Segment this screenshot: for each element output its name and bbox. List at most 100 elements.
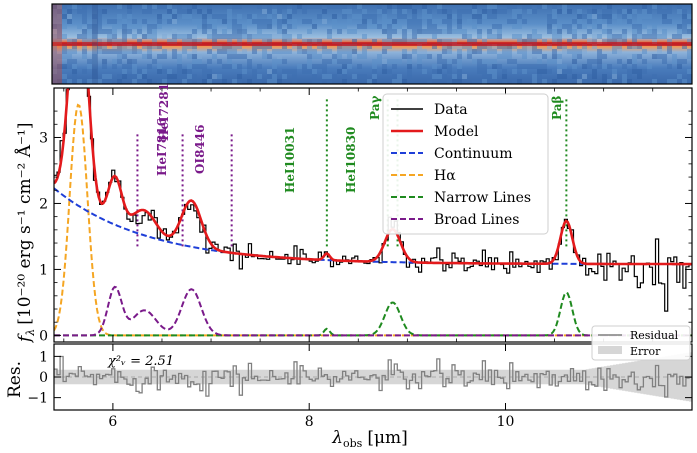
noise-pixel (157, 4, 162, 9)
noise-pixel (282, 39, 287, 44)
noise-pixel (642, 34, 647, 39)
noise-pixel (462, 34, 467, 39)
noise-pixel (202, 69, 207, 74)
noise-pixel (197, 54, 202, 59)
noise-pixel (502, 69, 507, 74)
noise-pixel (382, 59, 387, 64)
noise-pixel (252, 14, 257, 19)
noise-pixel (527, 64, 532, 69)
noise-pixel (532, 44, 537, 49)
noise-pixel (557, 54, 562, 59)
noise-pixel (57, 4, 62, 9)
noise-pixel (57, 79, 62, 84)
noise-pixel (57, 14, 62, 19)
noise-pixel (92, 59, 97, 64)
noise-pixel (362, 74, 367, 79)
y-label-sub: λ (24, 329, 37, 337)
noise-pixel (127, 44, 132, 49)
noise-pixel (567, 9, 572, 14)
noise-pixel (587, 39, 592, 44)
noise-pixel (477, 49, 482, 54)
noise-pixel (102, 44, 107, 49)
noise-pixel (512, 44, 517, 49)
noise-pixel (147, 29, 152, 34)
noise-pixel (72, 79, 77, 84)
noise-pixel (127, 24, 132, 29)
noise-pixel (667, 49, 672, 54)
noise-pixel (392, 4, 397, 9)
noise-pixel (147, 64, 152, 69)
noise-pixel (52, 54, 57, 59)
noise-pixel (237, 29, 242, 34)
noise-pixel (347, 49, 352, 54)
noise-pixel (587, 29, 592, 34)
noise-pixel (207, 19, 212, 24)
noise-pixel (512, 69, 517, 74)
noise-pixel (547, 59, 552, 64)
noise-pixel (92, 29, 97, 34)
noise-pixel (367, 44, 372, 49)
noise-pixel (402, 29, 407, 34)
line-label-pabeta: Paβ (550, 96, 564, 120)
noise-pixel (427, 29, 432, 34)
noise-pixel (462, 44, 467, 49)
noise-pixel (252, 69, 257, 74)
spectrum-2d-panel (51, 3, 693, 85)
noise-pixel (142, 44, 147, 49)
noise-pixel (447, 14, 452, 19)
noise-pixel (497, 34, 502, 39)
noise-pixel (407, 24, 412, 29)
noise-pixel (137, 74, 142, 79)
noise-pixel (347, 79, 352, 84)
noise-pixel (212, 74, 217, 79)
noise-pixel (127, 49, 132, 54)
noise-pixel (682, 14, 687, 19)
noise-pixel (362, 44, 367, 49)
noise-pixel (97, 19, 102, 24)
noise-pixel (672, 54, 677, 59)
noise-pixel (447, 19, 452, 24)
noise-pixel (77, 9, 82, 14)
noise-pixel (317, 44, 322, 49)
noise-pixel (507, 4, 512, 9)
noise-pixel (592, 14, 597, 19)
noise-pixel (382, 44, 387, 49)
noise-pixel (632, 4, 637, 9)
noise-pixel (137, 79, 142, 84)
main-legend: Data Model Continuum Hα Narrow Lines Bro… (382, 93, 549, 235)
noise-pixel (602, 39, 607, 44)
noise-pixel (387, 4, 392, 9)
noise-pixel (437, 39, 442, 44)
noise-pixel (372, 24, 377, 29)
noise-pixel (282, 59, 287, 64)
noise-pixel (397, 74, 402, 79)
noise-pixel (347, 19, 352, 24)
noise-pixel (57, 34, 62, 39)
noise-pixel (557, 44, 562, 49)
noise-pixel (642, 24, 647, 29)
noise-pixel (437, 59, 442, 64)
noise-pixel (172, 74, 177, 79)
noise-pixel (302, 64, 307, 69)
noise-pixel (387, 39, 392, 44)
noise-pixel (157, 64, 162, 69)
noise-pixel (212, 14, 217, 19)
noise-pixel (112, 39, 117, 44)
noise-pixel (317, 79, 322, 84)
noise-pixel (317, 4, 322, 9)
noise-pixel (507, 54, 512, 59)
noise-pixel (87, 64, 92, 69)
noise-pixel (602, 24, 607, 29)
noise-pixel (372, 59, 377, 64)
noise-pixel (682, 24, 687, 29)
noise-pixel (607, 29, 612, 34)
noise-pixel (227, 44, 232, 49)
legend-label-model: Model (434, 124, 479, 140)
noise-pixel (52, 44, 57, 49)
noise-pixel (77, 34, 82, 39)
noise-pixel (217, 34, 222, 39)
trace-core (52, 42, 692, 46)
noise-pixel (517, 49, 522, 54)
noise-pixel (112, 59, 117, 64)
noise-pixel (142, 74, 147, 79)
